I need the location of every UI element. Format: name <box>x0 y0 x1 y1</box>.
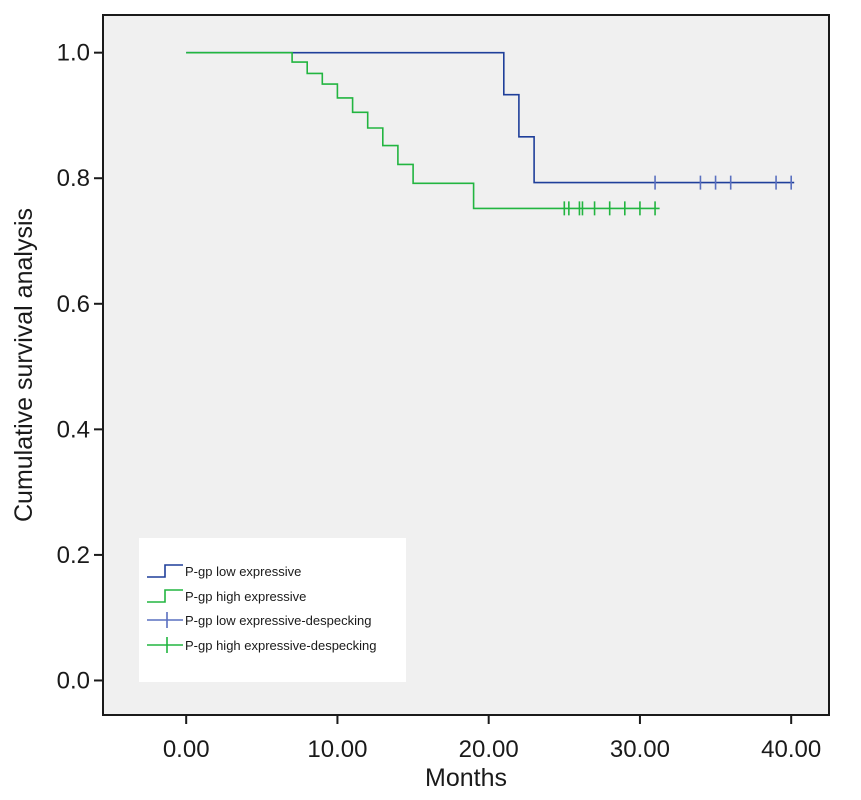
y-tick-label: 0.2 <box>57 542 90 569</box>
x-tick-label: 20.00 <box>459 736 519 763</box>
x-tick-label: 10.00 <box>307 736 367 763</box>
legend: P-gp low expressive P-gp high expressive P… <box>139 538 406 682</box>
legend-label: P-gp low expressive-despecking <box>185 613 371 628</box>
x-axis: 0.00 10.00 20.00 30.00 40.00 <box>163 715 821 763</box>
survival-curves <box>186 51 795 210</box>
y-tick-label: 0.4 <box>57 416 90 443</box>
x-axis-title: Months <box>425 764 507 792</box>
legend-label: P-gp high expressive <box>185 589 306 604</box>
legend-box <box>139 538 406 682</box>
plot-frame <box>102 14 830 716</box>
legend-label: P-gp high expressive-despecking <box>185 638 377 653</box>
series-line-0 <box>186 51 795 184</box>
y-axis-title: Cumulative survival analysis <box>10 208 38 522</box>
y-axis: 0.0 0.2 0.4 0.6 0.8 1.0 <box>57 40 103 694</box>
series-line-1 <box>186 51 660 210</box>
x-tick-label: 0.00 <box>163 736 210 763</box>
legend-swatch-step <box>147 564 183 578</box>
y-tick-label: 1.0 <box>57 40 90 67</box>
censor-marks <box>563 175 792 216</box>
legend-swatch-step <box>147 589 183 603</box>
x-tick-label: 40.00 <box>761 736 821 763</box>
y-tick-label: 0.6 <box>57 291 90 318</box>
legend-label: P-gp low expressive <box>185 564 301 579</box>
x-tick-label: 30.00 <box>610 736 670 763</box>
y-tick-label: 0.8 <box>57 165 90 192</box>
y-tick-label: 0.0 <box>57 667 90 694</box>
